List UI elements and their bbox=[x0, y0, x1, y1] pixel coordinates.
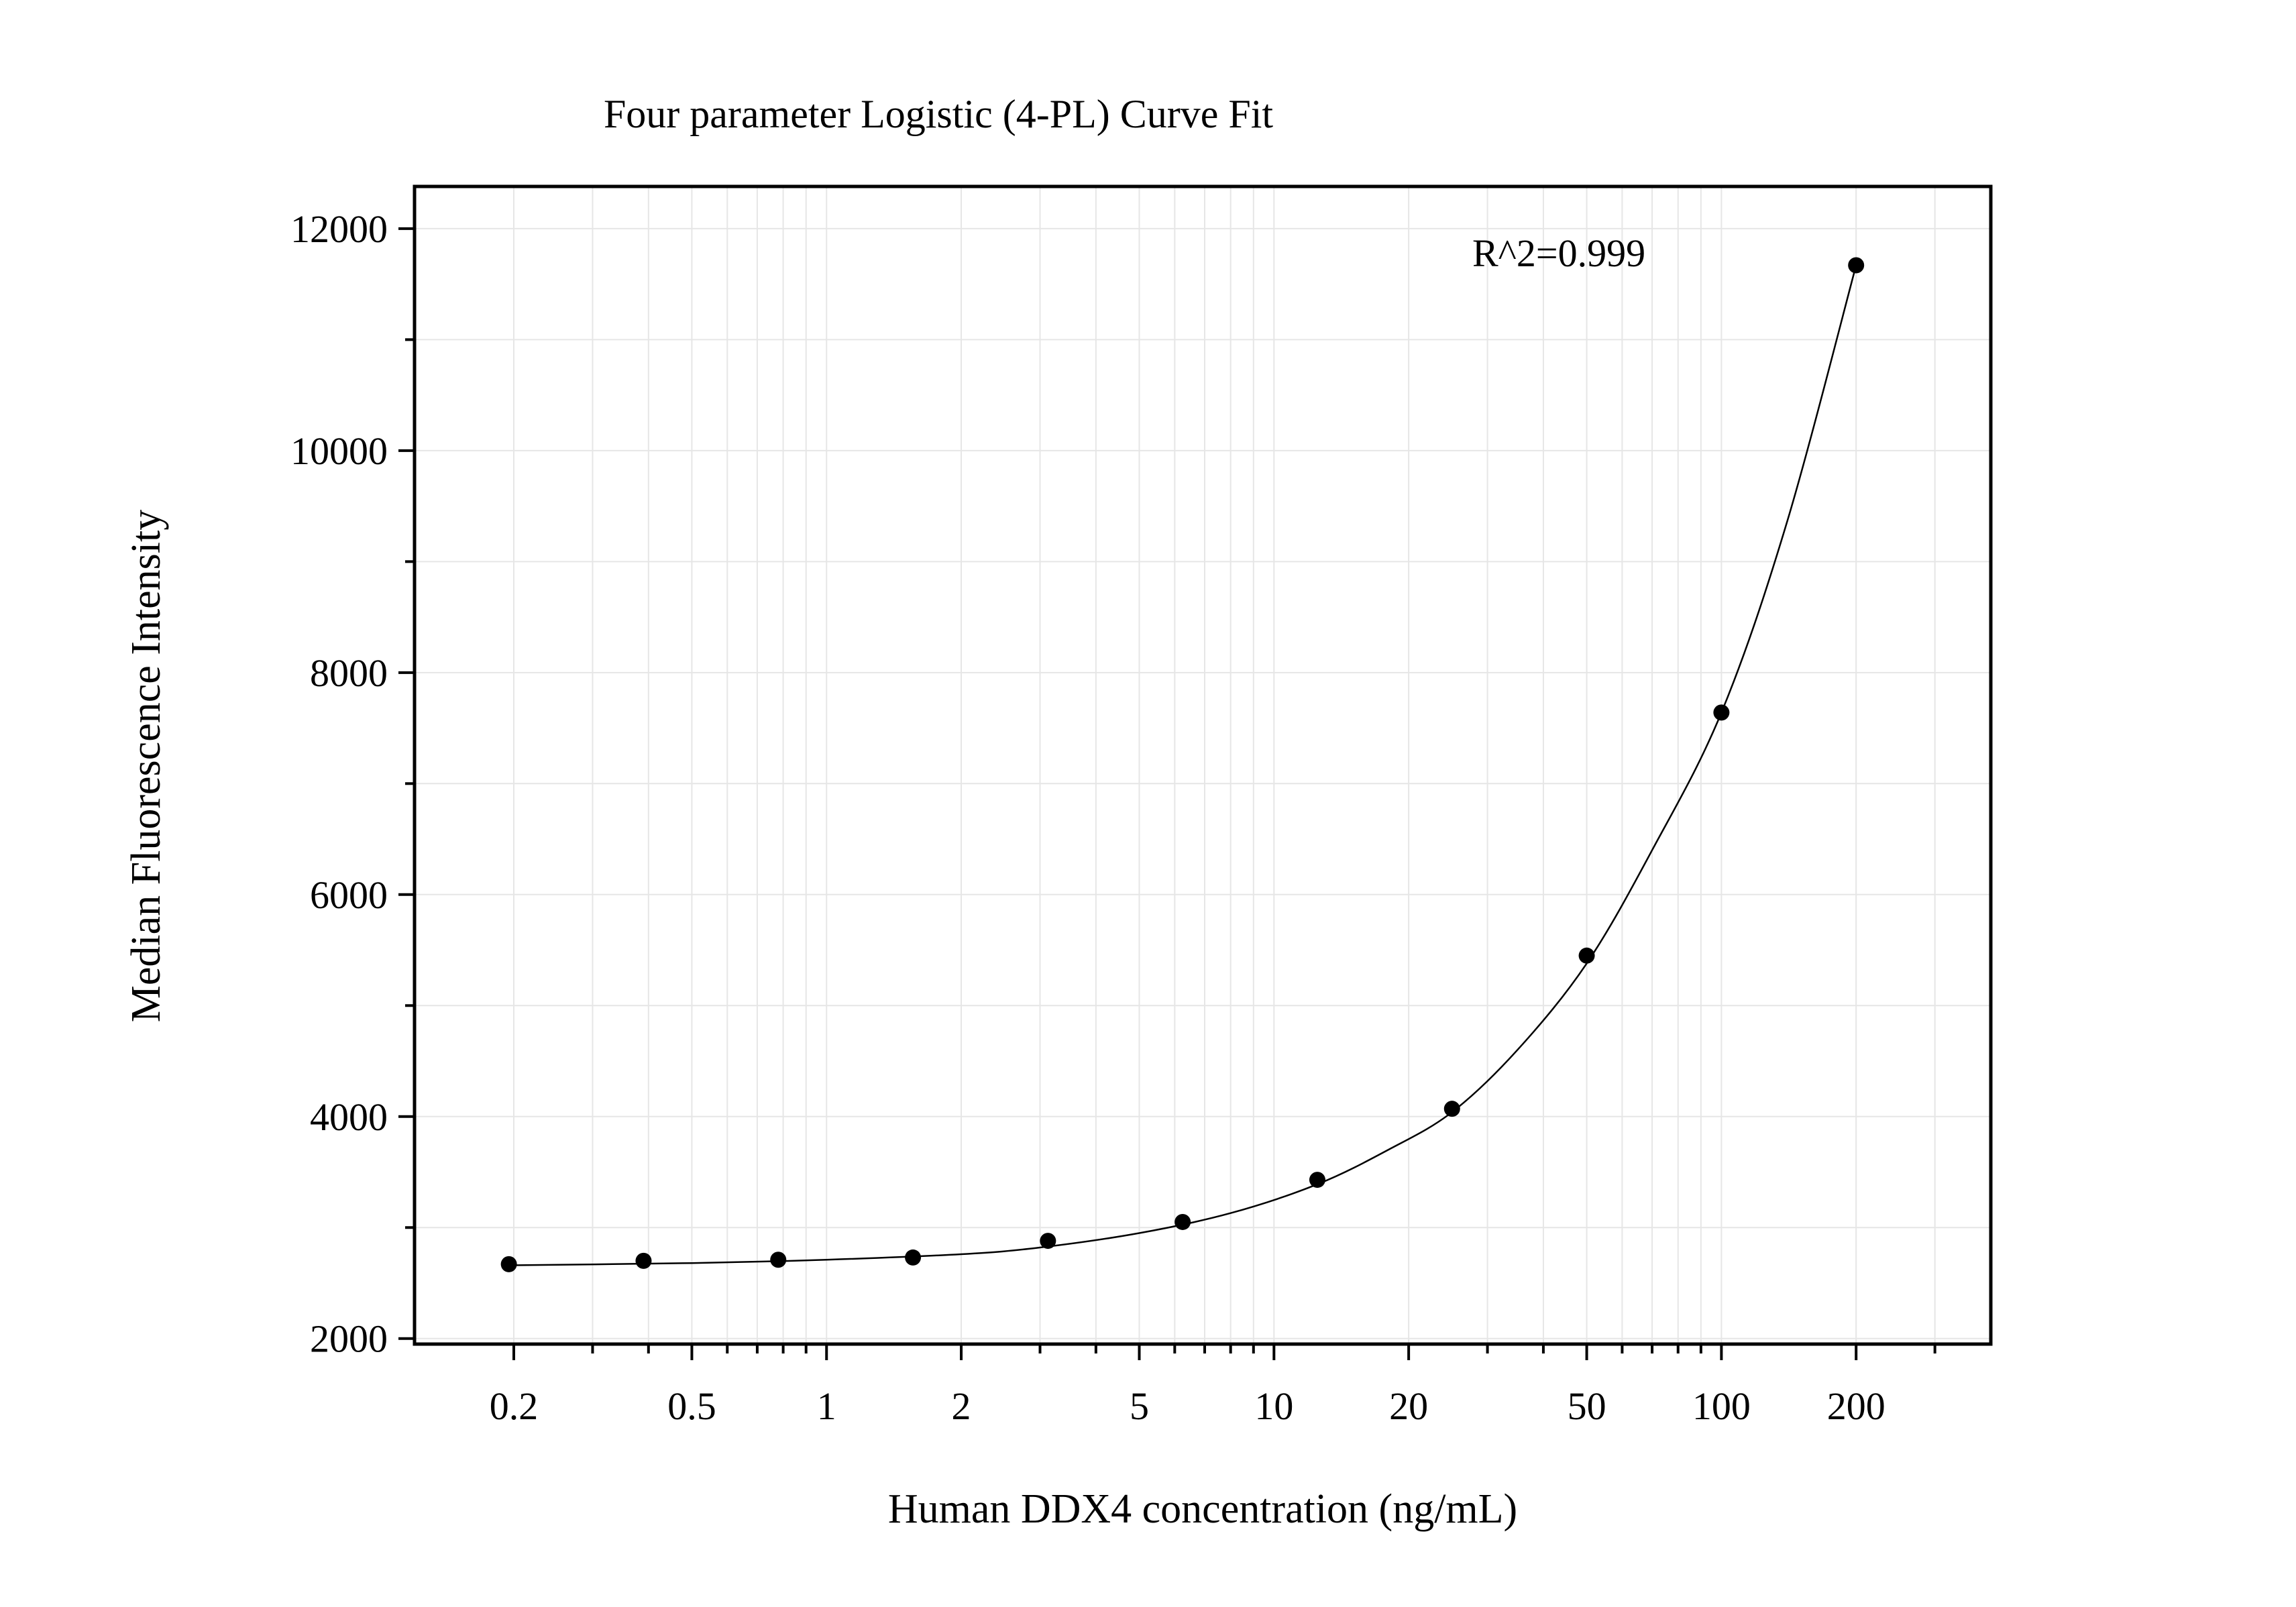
data-point bbox=[1443, 1101, 1460, 1117]
x-tick-label: 10 bbox=[1254, 1384, 1293, 1428]
axes: 0.2 0.5 1 2 5 10 20 50 100 200 2000 4000 6000 8000 100… bbox=[290, 207, 1936, 1428]
data-point bbox=[1040, 1233, 1056, 1250]
data-point bbox=[770, 1252, 787, 1268]
x-tick-label: 50 bbox=[1568, 1384, 1606, 1428]
x-tick-label: 200 bbox=[1827, 1384, 1885, 1428]
data-point bbox=[1174, 1213, 1191, 1230]
data-point bbox=[1713, 704, 1730, 721]
fit-curve-layer bbox=[508, 265, 1857, 1266]
x-axis-label: Human DDX4 concentration (ng/mL) bbox=[888, 1486, 1517, 1532]
fit-curve bbox=[508, 265, 1857, 1266]
r-squared-annotation: R^2=0.999 bbox=[1472, 231, 1645, 275]
y-tick-label: 8000 bbox=[310, 651, 388, 695]
chart-title: Four parameter Logistic (4-PL) Curve Fit bbox=[604, 92, 1273, 136]
y-tick-label: 2000 bbox=[310, 1317, 388, 1361]
x-tick-label: 1 bbox=[817, 1384, 836, 1428]
data-point bbox=[1309, 1172, 1325, 1188]
y-tick-label: 10000 bbox=[290, 429, 388, 473]
x-tick-label: 100 bbox=[1692, 1384, 1751, 1428]
x-tick-label: 20 bbox=[1389, 1384, 1428, 1428]
data-point bbox=[500, 1256, 517, 1272]
y-tick-label: 4000 bbox=[310, 1095, 388, 1139]
x-tick-label: 5 bbox=[1130, 1384, 1149, 1428]
y-tick-label: 6000 bbox=[310, 873, 388, 917]
data-point bbox=[1848, 257, 1865, 274]
y-axis-label: Median Fluorescence Intensity bbox=[123, 510, 169, 1022]
plot-frame bbox=[413, 184, 1993, 1346]
y-tick-label: 12000 bbox=[290, 207, 388, 251]
data-point bbox=[635, 1252, 652, 1269]
x-tick-label: 0.5 bbox=[667, 1384, 716, 1428]
data-point bbox=[905, 1249, 922, 1266]
grid bbox=[415, 186, 1991, 1344]
x-tick-label: 0.2 bbox=[490, 1384, 539, 1428]
data-points bbox=[500, 257, 1865, 1272]
x-tick-label: 2 bbox=[952, 1384, 971, 1428]
data-point bbox=[1578, 947, 1595, 964]
